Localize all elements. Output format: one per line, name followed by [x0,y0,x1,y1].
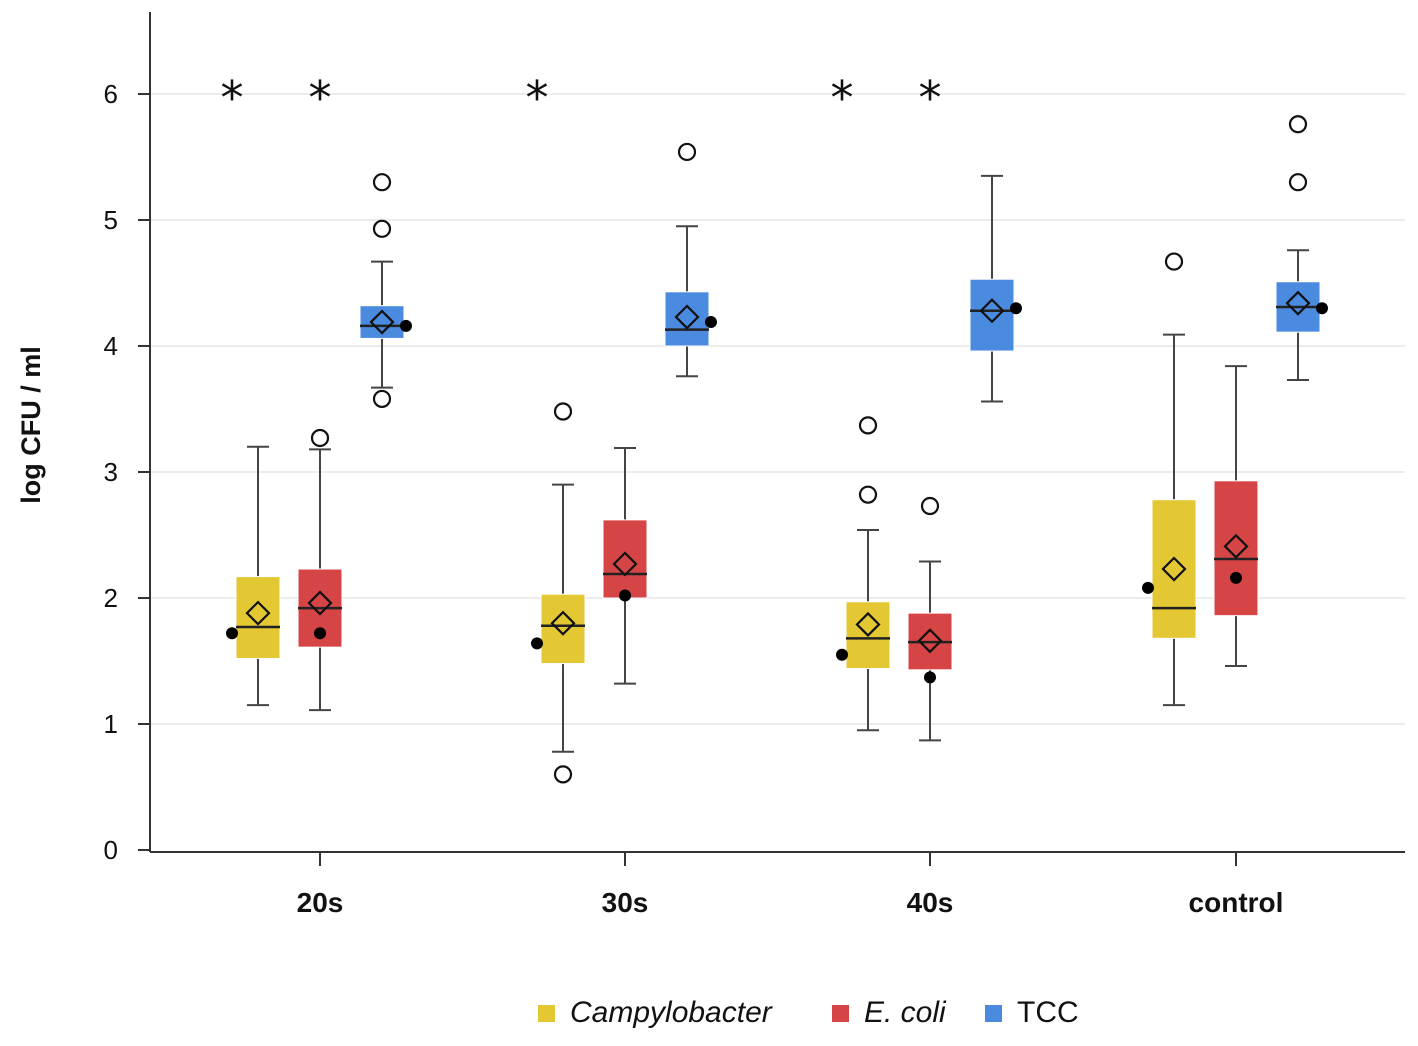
y-tick-label: 3 [104,457,118,487]
box-group [969,174,1022,403]
outlier-point [553,402,573,421]
legend-label: TCC [1017,996,1079,1029]
mean-diamond [245,600,271,626]
box-group [664,142,717,378]
box-group [226,445,281,707]
box-series [226,115,1328,784]
outlier-point [677,142,697,162]
y-ticks: 0 1 2 3 4 5 6 [104,79,150,865]
outlier-point [553,765,573,784]
legend-label: E. coli [864,996,947,1029]
outlier-point [1164,252,1184,271]
box-group [359,173,412,409]
mean-diamond [855,611,881,638]
mean-diamond [1285,290,1311,316]
outlier-point [1288,115,1308,134]
legend: Campylobacter E. coli TCC [538,996,1079,1029]
data-point [1230,571,1242,584]
data-point [924,671,936,684]
outlier-point [372,219,392,238]
legend-swatch [538,1005,555,1022]
legend-label: Campylobacter [570,996,773,1029]
outlier-point [858,416,878,435]
box-group [1142,252,1197,707]
gridlines [150,93,1405,725]
x-tick-label: 20s [297,887,344,918]
outlier-point [858,485,878,504]
data-point [400,319,412,332]
legend-swatch [985,1005,1002,1022]
box-group [531,402,586,784]
axes [149,12,1405,853]
significance-star: * [831,71,854,125]
box-iqr [969,278,1015,352]
series-campylobacter [226,252,1197,784]
box-group [836,416,891,732]
x-tick-label: control [1189,887,1284,918]
legend-entry: Campylobacter [538,996,773,1029]
box-group [1213,365,1259,668]
mean-diamond [1161,556,1187,582]
series-e-coli [297,365,1259,742]
x-tick-label: 40s [907,887,954,918]
box-iqr [664,291,710,347]
mean-diamond [550,610,576,636]
data-point [1316,302,1328,315]
legend-swatch [832,1005,849,1022]
box-group [602,447,648,685]
box-iqr [235,576,281,659]
mean-diamond [369,309,395,335]
box-group [907,496,953,742]
legend-entry: E. coli [832,996,947,1029]
mean-diamond [979,298,1005,324]
outlier-point [1288,173,1308,192]
outlier-point [372,389,392,409]
data-point [531,637,543,650]
box-group [297,428,343,712]
data-point [226,627,238,640]
x-tick-label: 30s [602,887,649,918]
y-tick-label: 4 [104,331,118,361]
mean-diamond [612,551,638,577]
data-point [705,316,717,329]
y-tick-label: 5 [104,205,118,235]
outlier-point [372,173,392,192]
y-tick-label: 1 [104,709,118,739]
outlier-point [920,496,940,516]
y-tick-label: 2 [104,583,118,613]
mean-diamond [1223,533,1249,559]
y-tick-label: 0 [104,835,118,865]
significance-star: * [526,71,549,125]
significance-star: * [309,71,332,125]
significance-markers: * * * * * [221,71,942,125]
mean-diamond [917,628,943,654]
y-tick-label: 6 [104,79,118,109]
data-point [836,648,848,661]
mean-diamond [307,590,333,616]
box-group [1275,115,1328,382]
mean-diamond [674,304,700,330]
data-point [1010,302,1022,315]
box-iqr [540,593,586,665]
data-point [314,627,326,640]
y-axis-title: log CFU / ml [16,346,46,504]
box-iqr [1213,480,1259,617]
data-point [619,589,631,602]
box-iqr [602,519,648,599]
x-ticks: 20s 30s 40s control [297,852,1284,918]
legend-entry: TCC [985,996,1079,1029]
outlier-point [310,428,330,448]
significance-star: * [221,71,244,125]
box-iqr [1151,499,1197,639]
data-point [1142,581,1154,594]
significance-star: * [919,71,942,125]
series-tcc [359,115,1328,409]
